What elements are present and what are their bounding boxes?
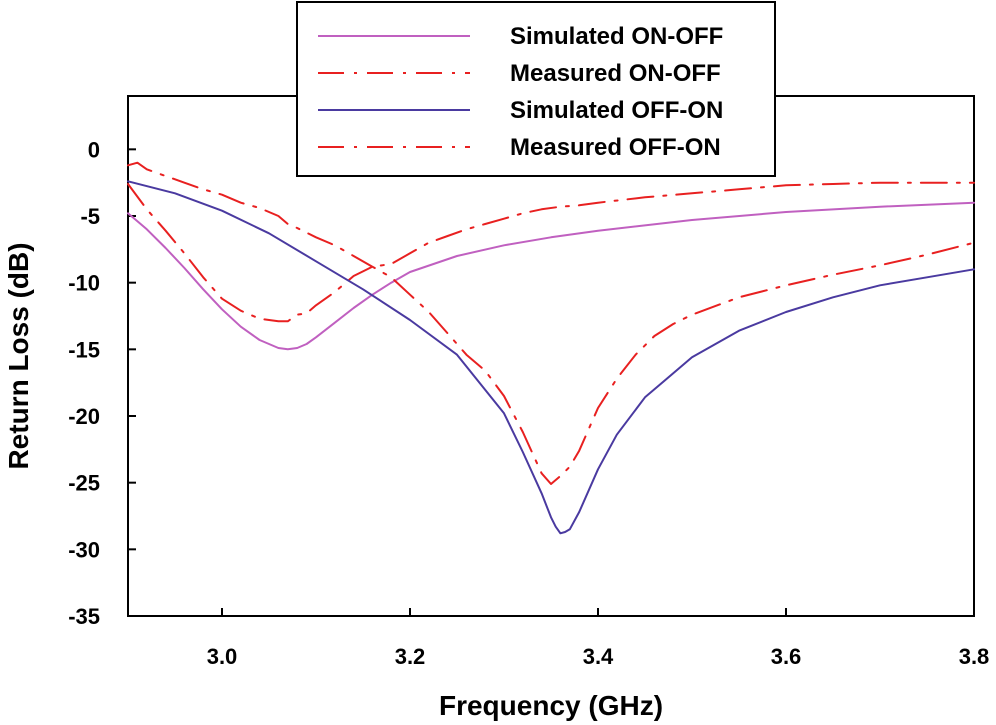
legend-label-simulated-off-on: Simulated OFF-ON	[510, 97, 723, 124]
series-measured-on-off-line	[127, 181, 975, 323]
y-tick-label: -20	[68, 404, 100, 429]
x-tick-label: 3.4	[583, 644, 614, 669]
y-tick-label: 0	[88, 137, 100, 162]
x-tick-label: 3.6	[771, 644, 802, 669]
x-tick-label: 3.2	[395, 644, 426, 669]
series-measured-off-on-line	[127, 161, 975, 485]
legend: Simulated ON-OFF Measured ON-OFF Simulated…	[296, 1, 776, 177]
y-tick-label: -15	[68, 337, 100, 362]
x-tick-label: 3.0	[207, 644, 238, 669]
x-tick-label: 3.8	[959, 644, 990, 669]
y-tick-label: -30	[68, 537, 100, 562]
y-tick-label: -35	[68, 604, 100, 629]
y-axis-title: Return Loss (dB)	[3, 242, 34, 469]
y-tick-label: -10	[68, 271, 100, 296]
legend-label-measured-off-on: Measured OFF-ON	[510, 134, 721, 161]
y-tick-label: -25	[68, 471, 100, 496]
legend-label-simulated-on-off: Simulated ON-OFF	[510, 23, 723, 50]
data-series	[127, 161, 975, 535]
series-simulated-on-off-line	[127, 201, 975, 351]
axis-ticks: 3.0 3.2 3.4 3.6 3.8 0 -5 -10 -15 -20 -25 -30 -35	[68, 137, 989, 669]
series-simulated-off-on-line	[127, 180, 975, 535]
legend-label-measured-on-off: Measured ON-OFF	[510, 60, 721, 87]
y-tick-label: -5	[80, 204, 100, 229]
x-axis-title: Frequency (GHz)	[439, 690, 663, 721]
